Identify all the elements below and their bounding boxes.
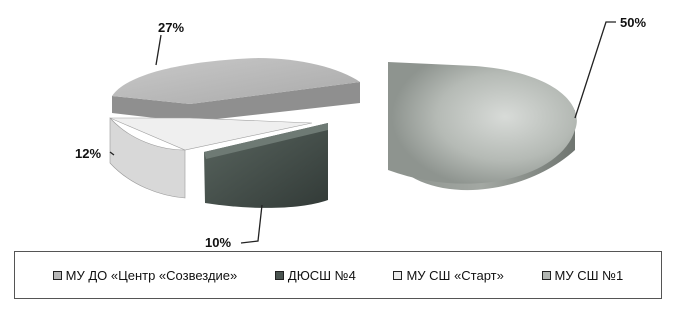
slice-27 <box>112 58 360 104</box>
legend-label-ssh-1: МУ СШ №1 <box>554 267 624 283</box>
legend-item-ssh-1: МУ СШ №1 <box>541 267 624 283</box>
leader-line-10 <box>240 204 263 244</box>
leader-line-12 <box>109 151 115 156</box>
slice-10 <box>204 123 328 208</box>
data-label-27: 27% <box>158 20 184 35</box>
legend-swatch-tsentr-sozvezdie <box>52 270 62 280</box>
legend-swatch-ssh-start <box>393 270 403 280</box>
data-label-12: 12% <box>75 146 101 161</box>
legend-item-ssh-start: МУ СШ «Старт» <box>393 267 504 283</box>
data-label-10: 10% <box>205 235 231 250</box>
legend-swatch-dyussh-4 <box>274 270 284 280</box>
leader-line-27 <box>155 34 162 66</box>
leader-line-50 <box>574 21 616 119</box>
chart-legend: МУ ДО «Центр «Созвездие» ДЮСШ №4 МУ СШ «… <box>14 251 662 299</box>
slice-50 <box>388 62 577 184</box>
legend-label-dyussh-4: ДЮСШ №4 <box>287 267 356 283</box>
data-label-50: 50% <box>620 15 646 30</box>
legend-label-tsentr-sozvezdie: МУ ДО «Центр «Созвездие» <box>65 267 238 283</box>
slice-27-side <box>112 82 360 122</box>
slice-12 <box>109 117 313 151</box>
legend-swatch-ssh-1 <box>541 270 551 280</box>
legend-item-tsentr-sozvezdie: МУ ДО «Центр «Созвездие» <box>52 267 238 283</box>
legend-item-dyussh-4: ДЮСШ №4 <box>274 267 356 283</box>
slice-10-top-edge <box>204 123 328 159</box>
slice-12-side <box>109 117 186 199</box>
legend-label-ssh-start: МУ СШ «Старт» <box>406 267 504 283</box>
